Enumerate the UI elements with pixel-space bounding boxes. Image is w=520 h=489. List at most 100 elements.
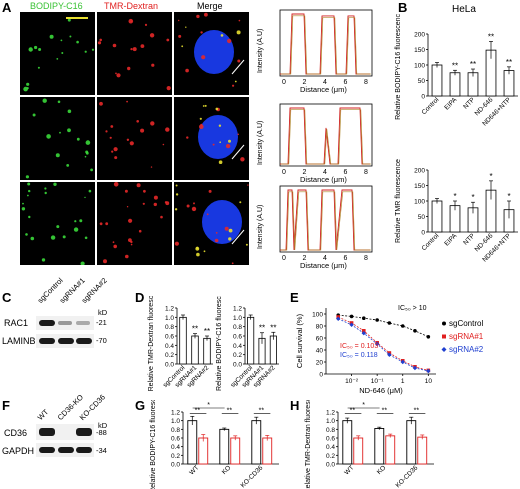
y-tick-label: 0.0: [165, 362, 174, 369]
spot: [150, 166, 153, 168]
panel-a-label: A: [2, 0, 12, 15]
legend-marker: [441, 347, 447, 352]
spot: [128, 238, 132, 242]
spot: [50, 235, 56, 240]
header-bodipy: BODIPY-C16: [30, 1, 83, 11]
y-tick-label: 0.6: [171, 436, 180, 443]
profile-xtick: 4: [323, 79, 327, 86]
sig-mark: **: [195, 407, 201, 414]
profile-green: [280, 191, 371, 251]
sig-mark: **: [506, 58, 512, 67]
profile-xtick: 4: [323, 255, 327, 262]
profile-xtick: 8: [364, 169, 368, 176]
spot: [214, 238, 219, 243]
spot: [193, 202, 195, 205]
micrograph-r1-c2: [174, 97, 249, 180]
spot: [130, 243, 133, 246]
micrograph-svg: [99, 100, 170, 168]
micrograph-svg: [25, 98, 93, 179]
y-tick-label: 200: [414, 168, 425, 175]
profile-xlabel: Distance (μm): [300, 261, 347, 270]
spot: [55, 153, 60, 158]
y-axis-label: Relative BODIPY-C16 fluorescence: [395, 14, 402, 120]
spot: [186, 204, 190, 208]
micrograph-svg: [178, 12, 245, 87]
legend-label: sgRNA#1: [449, 332, 484, 341]
protein-laminb: LAMINB: [2, 336, 36, 346]
spot: [225, 143, 231, 149]
micrograph-svg: [97, 18, 171, 91]
bar-sgRNA#2: [269, 335, 277, 365]
y-tick-label: 0.8: [233, 324, 242, 331]
y-tick-label: 50: [418, 78, 426, 85]
point-sgRNA#2: [374, 341, 380, 347]
profile-xtick: 6: [344, 79, 348, 86]
panel-e-label: E: [290, 290, 299, 305]
y-tick-label: 0: [421, 94, 425, 101]
marker-88: -88: [96, 428, 107, 437]
spot: [26, 82, 30, 86]
spot: [49, 34, 54, 39]
spot: [85, 151, 89, 155]
nucleus: [194, 30, 234, 74]
y-tick-label: 0.0: [326, 462, 335, 469]
y-tick-label: 0.2: [165, 352, 174, 359]
y-tick-label: 100: [312, 312, 323, 319]
spot: [60, 39, 63, 42]
spot: [112, 43, 117, 48]
chart-g: 0.00.20.40.60.81.01.2WT**KO**KO-CD36***R…: [150, 400, 279, 489]
marker-21: -21: [96, 318, 107, 327]
x-tick-label: 10: [425, 378, 433, 385]
bar-sgControl: [247, 316, 255, 365]
y-tick-label: 0.8: [171, 427, 180, 434]
ic50-control: IC₅₀ > 10: [398, 305, 427, 312]
spot: [231, 262, 234, 265]
bar-sgRNA#2: [203, 337, 211, 365]
marker-70: -70: [96, 336, 107, 345]
spot: [34, 45, 38, 50]
bar-KO-CD36-1: [417, 436, 428, 465]
point-sgRNA#1: [361, 329, 366, 333]
spot: [25, 233, 28, 236]
x-tick-label: KO: [376, 464, 388, 476]
y-tick-label: 1.2: [171, 410, 180, 417]
blot-laminb: [36, 334, 94, 348]
line-scan: [231, 144, 245, 160]
spot: [196, 252, 200, 257]
spot: [41, 258, 46, 262]
panel-f-label: F: [2, 398, 10, 413]
y-tick-label: 20: [316, 360, 324, 367]
protein-cd36: CD36: [4, 428, 28, 438]
spot: [175, 184, 178, 187]
y-tick-label: 40: [316, 348, 324, 355]
spot: [126, 138, 130, 141]
y-tick-label: 1.2: [233, 306, 242, 313]
spot: [111, 150, 114, 153]
spot: [67, 18, 71, 22]
spot: [22, 202, 24, 205]
y-axis-label: Cell survival (%): [295, 313, 304, 368]
y-tick-label: 0.6: [233, 334, 242, 341]
bar-EIPA: [449, 72, 461, 97]
spot: [153, 202, 157, 207]
spot: [105, 130, 108, 133]
sig-mark: **: [204, 327, 210, 336]
chart-d: 0.00.20.40.60.81.01.2sgControl**sgRNA#1*…: [148, 296, 279, 391]
scale-bar: [66, 17, 88, 19]
bar-Control: [431, 200, 443, 233]
chart-e: 0 20 40 60 80 100 10⁻² 10⁻¹ 1 10 ND-646 (μM) Cell s…: [295, 305, 484, 395]
spot: [116, 73, 121, 78]
spot: [191, 206, 197, 212]
spot: [175, 193, 179, 196]
y-tick-label: 0.8: [326, 427, 335, 434]
spot: [237, 59, 241, 63]
blot-rac1: [36, 316, 94, 330]
spot: [239, 201, 242, 204]
y-axis-label: Relative TMR-Dextran fluorescence: [305, 400, 312, 489]
bar-sgRNA#1: [191, 335, 199, 365]
spot: [66, 164, 70, 167]
y-tick-label: 100: [414, 63, 425, 70]
y-tick-label: 0: [319, 372, 323, 379]
profile-xtick: 4: [323, 169, 327, 176]
sig-mark: **: [227, 407, 233, 414]
